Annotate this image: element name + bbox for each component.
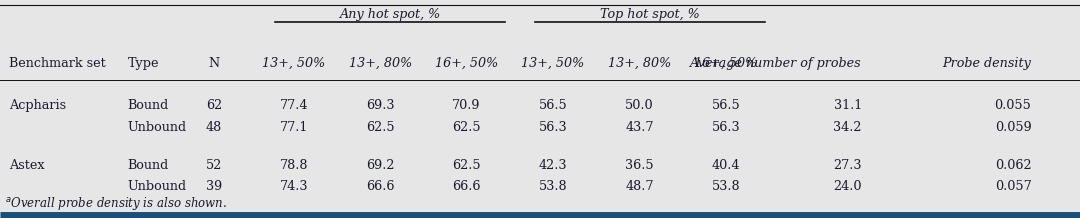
Text: 56.5: 56.5 (539, 99, 567, 111)
Text: 0.057: 0.057 (995, 180, 1031, 193)
Text: Any hot spot, %: Any hot spot, % (340, 8, 441, 21)
Text: 74.3: 74.3 (280, 180, 308, 193)
Text: 53.8: 53.8 (539, 180, 567, 193)
Text: 48.7: 48.7 (625, 180, 653, 193)
Text: 56.3: 56.3 (712, 121, 740, 134)
Text: 70.9: 70.9 (453, 99, 481, 111)
Text: 13+, 50%: 13+, 50% (262, 56, 325, 70)
Text: 78.8: 78.8 (280, 159, 308, 172)
Text: Astex: Astex (9, 159, 44, 172)
Text: 24.0: 24.0 (834, 180, 862, 193)
Text: Bound: Bound (127, 99, 168, 111)
Text: 40.4: 40.4 (712, 159, 740, 172)
Text: 77.1: 77.1 (280, 121, 308, 134)
Text: 42.3: 42.3 (539, 159, 567, 172)
Text: 62: 62 (205, 99, 222, 111)
Text: Benchmark set: Benchmark set (9, 56, 106, 70)
Text: 16+, 50%: 16+, 50% (694, 56, 757, 70)
Text: 77.4: 77.4 (280, 99, 308, 111)
Text: 31.1: 31.1 (834, 99, 862, 111)
Text: 0.062: 0.062 (995, 159, 1031, 172)
Text: 53.8: 53.8 (712, 180, 740, 193)
Text: 16+, 50%: 16+, 50% (435, 56, 498, 70)
Text: Probe density: Probe density (943, 56, 1031, 70)
Text: Top hot spot, %: Top hot spot, % (599, 8, 700, 21)
Text: 0.055: 0.055 (995, 99, 1031, 111)
Text: Unbound: Unbound (127, 121, 187, 134)
Text: 69.2: 69.2 (366, 159, 394, 172)
Text: Average number of probes: Average number of probes (690, 56, 862, 70)
Text: Type: Type (127, 56, 159, 70)
Text: 62.5: 62.5 (453, 159, 481, 172)
Text: 50.0: 50.0 (625, 99, 653, 111)
Text: 56.3: 56.3 (539, 121, 567, 134)
Text: Unbound: Unbound (127, 180, 187, 193)
Text: 43.7: 43.7 (625, 121, 653, 134)
Text: 66.6: 66.6 (366, 180, 394, 193)
Text: 52: 52 (205, 159, 222, 172)
Text: 39: 39 (205, 180, 222, 193)
Text: $^{a}$Overall probe density is also shown.: $^{a}$Overall probe density is also show… (5, 195, 228, 212)
Text: 13+, 50%: 13+, 50% (522, 56, 584, 70)
Text: 66.6: 66.6 (453, 180, 481, 193)
Text: Acpharis: Acpharis (9, 99, 66, 111)
Text: 34.2: 34.2 (834, 121, 862, 134)
Text: 56.5: 56.5 (712, 99, 740, 111)
Text: 36.5: 36.5 (625, 159, 653, 172)
Text: 27.3: 27.3 (834, 159, 862, 172)
Text: 13+, 80%: 13+, 80% (608, 56, 671, 70)
Text: 48: 48 (205, 121, 222, 134)
Text: 62.5: 62.5 (366, 121, 394, 134)
Text: 0.059: 0.059 (995, 121, 1031, 134)
Text: N: N (208, 56, 219, 70)
Text: 13+, 80%: 13+, 80% (349, 56, 411, 70)
Text: 69.3: 69.3 (366, 99, 394, 111)
Text: Bound: Bound (127, 159, 168, 172)
Text: 62.5: 62.5 (453, 121, 481, 134)
